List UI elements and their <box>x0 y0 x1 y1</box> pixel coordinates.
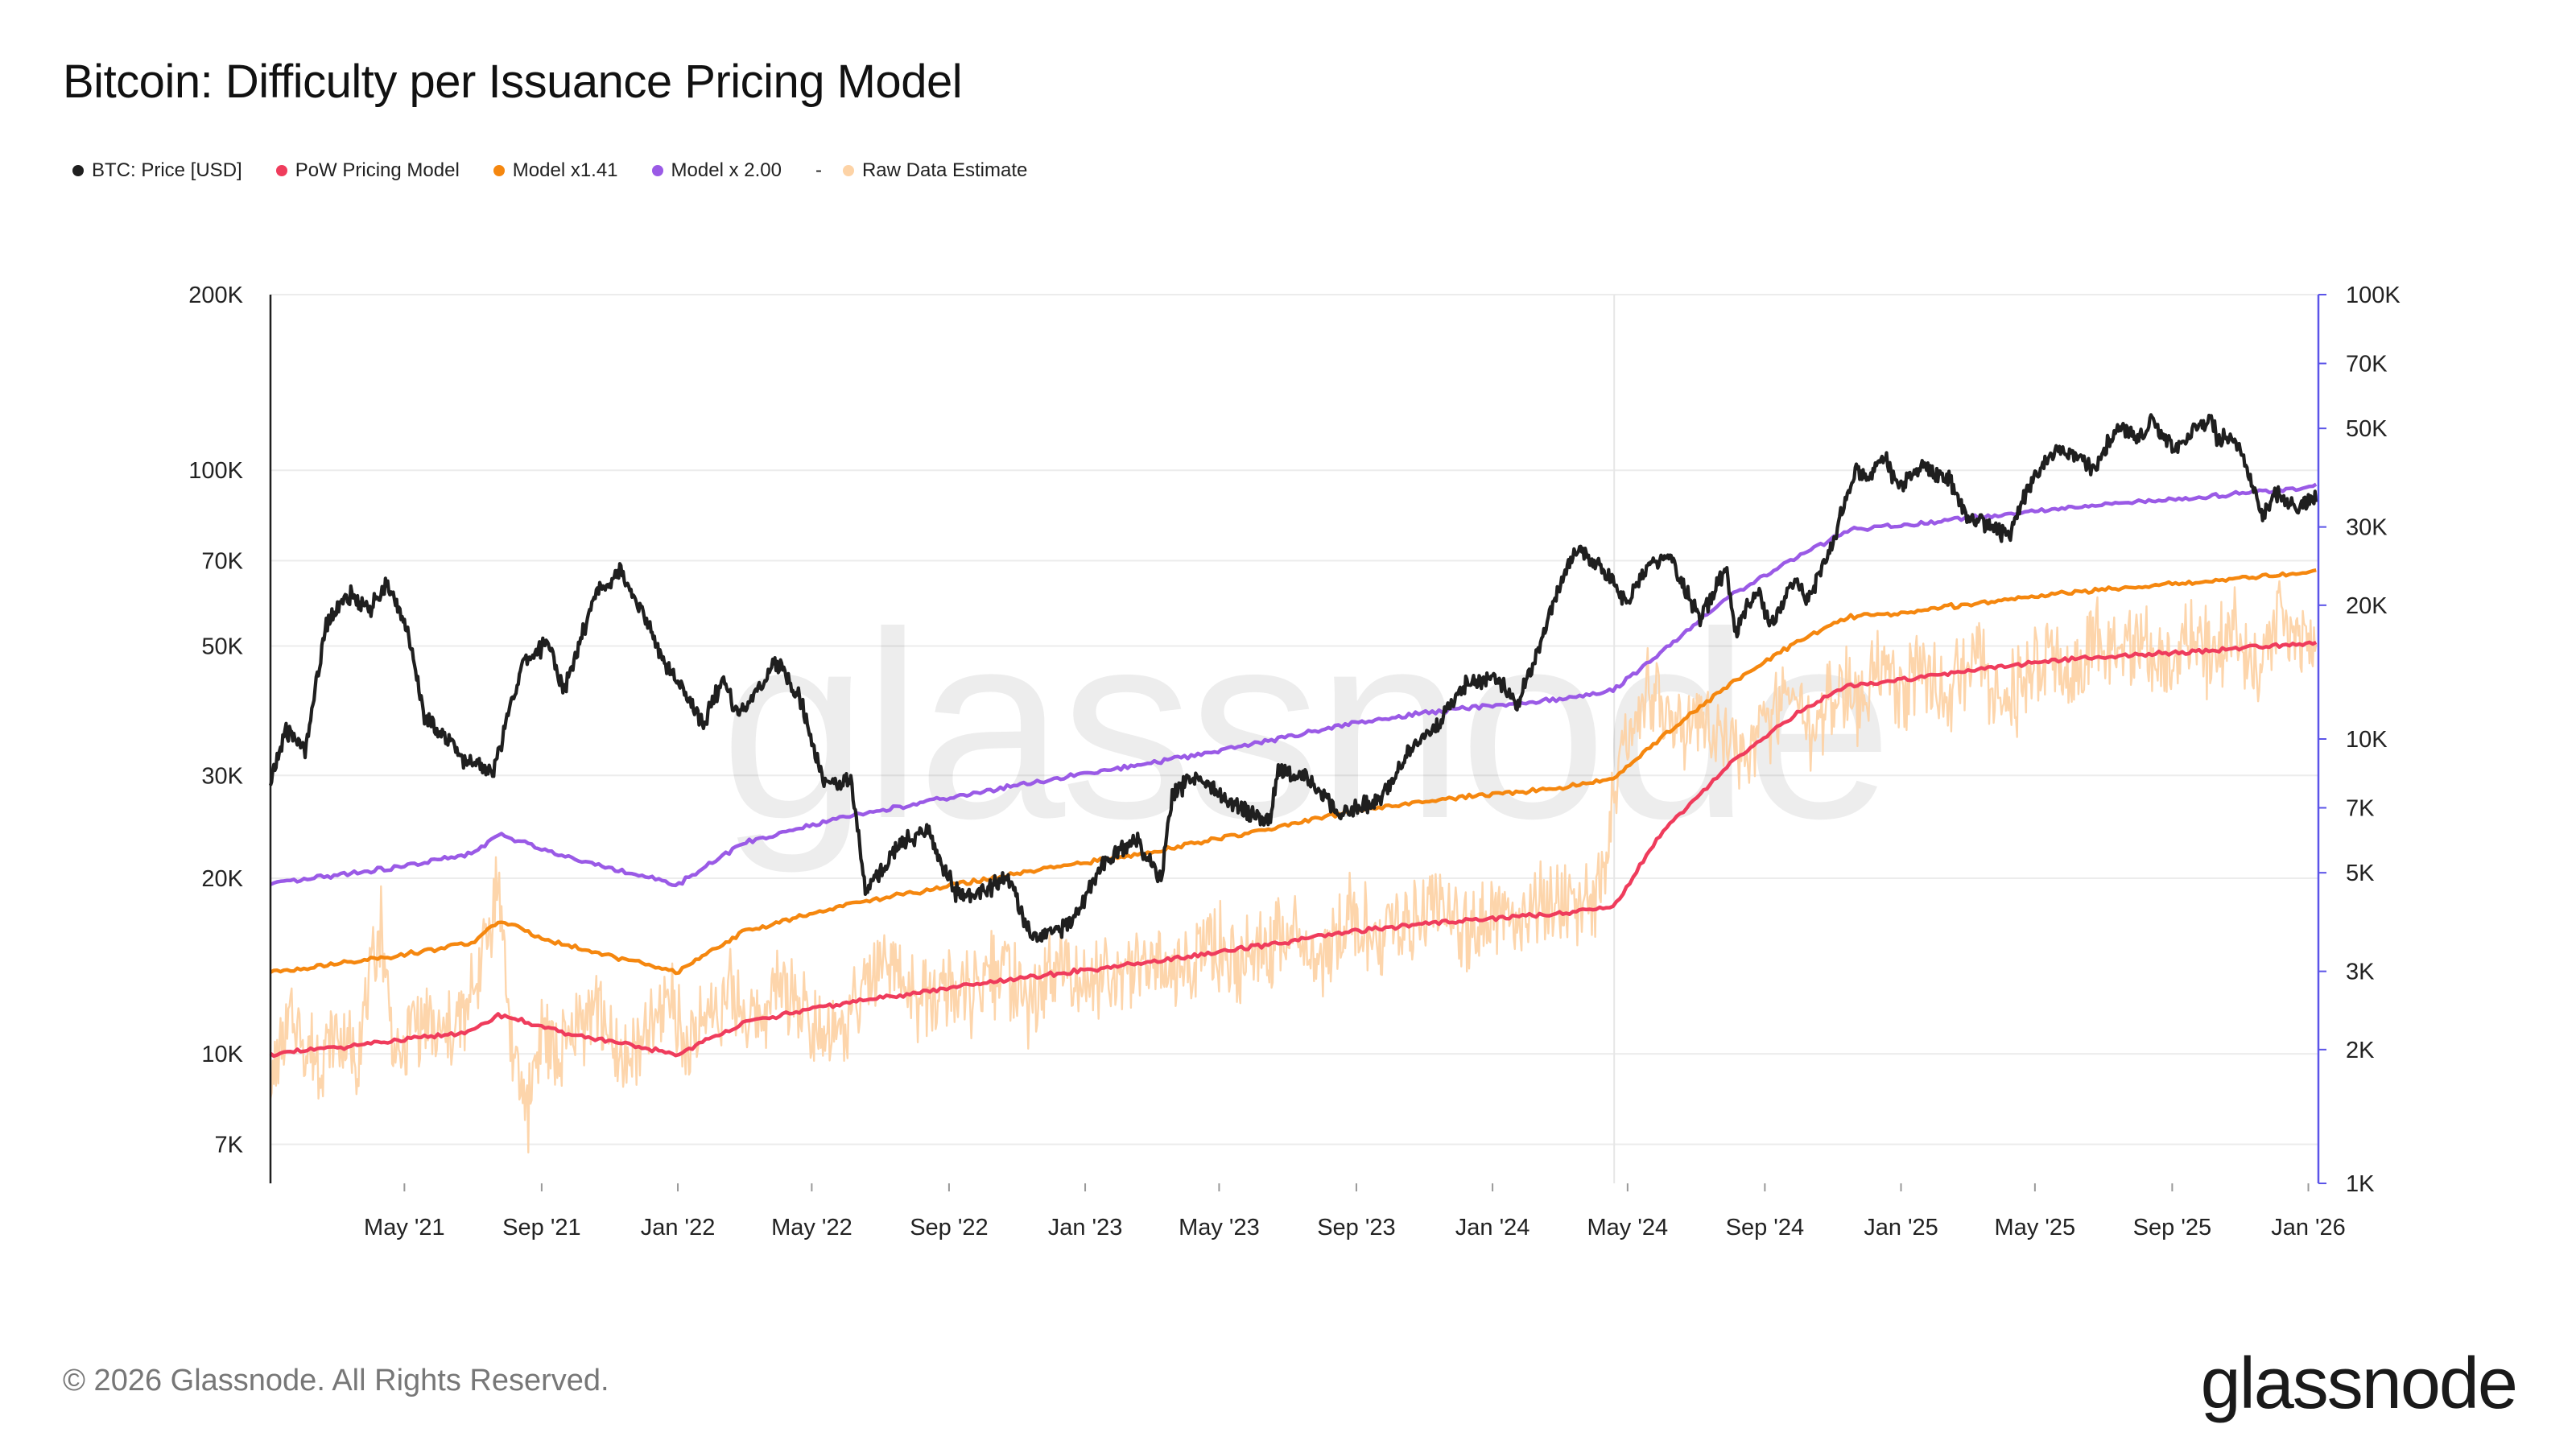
legend-separator: - <box>815 159 822 181</box>
x-axis-ticks: May '21 Sep '21 Jan '22 May '22 Sep '22 Jan '… <box>364 1183 2346 1241</box>
y-right-tick-label: 2K <box>2346 1038 2375 1063</box>
legend-label: PoW Pricing Model <box>295 159 460 181</box>
x-tick-label: May '24 <box>1587 1215 1669 1241</box>
legend-swatch <box>493 165 505 176</box>
y-left-tick-label: 7K <box>215 1132 244 1158</box>
legend-item-raw-estimate[interactable]: Raw Data Estimate <box>842 159 1028 182</box>
y-axis-right-ticks: 1K 2K 3K 5K 7K 10K 20K 30K 50K 70K 100K <box>2318 283 2401 1197</box>
y-right-tick-label: 1K <box>2346 1171 2375 1197</box>
copyright-footer: © 2026 Glassnode. All Rights Reserved. <box>63 1364 609 1397</box>
y-left-tick-label: 200K <box>188 283 243 308</box>
x-tick-label: Jan '24 <box>1455 1215 1530 1241</box>
series-model-141 <box>269 568 2317 976</box>
x-tick-label: Jan '23 <box>1048 1215 1123 1241</box>
legend-item-model-141[interactable]: Model x1.41 <box>493 159 618 182</box>
legend-label: Model x1.41 <box>512 159 618 181</box>
chart-title: Bitcoin: Difficulty per Issuance Pricing… <box>63 56 963 108</box>
x-tick-label: May '23 <box>1179 1215 1260 1241</box>
legend-swatch <box>72 165 84 176</box>
x-tick-label: May '21 <box>364 1215 445 1241</box>
y-right-tick-label: 50K <box>2346 416 2388 442</box>
x-tick-label: Sep '22 <box>910 1215 988 1241</box>
series-model-200 <box>270 482 2318 888</box>
x-tick-label: Sep '24 <box>1726 1215 1804 1241</box>
legend-item-btc-price[interactable]: BTC: Price [USD] <box>72 159 242 182</box>
y-left-tick-label: 10K <box>201 1042 243 1067</box>
y-right-tick-label: 3K <box>2346 960 2375 985</box>
legend-item-pow-model[interactable]: PoW Pricing Model <box>275 159 460 182</box>
legend-swatch <box>842 165 854 176</box>
series-pow-pricing-model <box>269 640 2318 1059</box>
legend-swatch <box>275 165 287 176</box>
x-tick-label: Sep '21 <box>502 1215 580 1241</box>
x-tick-label: Sep '23 <box>1317 1215 1395 1241</box>
y-axis-left-ticks: 7K 10K 20K 30K 50K 70K 100K 200K <box>188 283 243 1158</box>
y-right-tick-label: 7K <box>2346 796 2375 822</box>
y-left-tick-label: 100K <box>188 458 243 484</box>
legend: BTC: Price [USD] PoW Pricing Model Model… <box>72 159 1061 182</box>
series-layer <box>268 413 2318 1154</box>
series-raw-data-estimate <box>269 580 2318 1154</box>
legend-label: Raw Data Estimate <box>861 159 1028 181</box>
y-left-tick-label: 20K <box>201 866 243 892</box>
y-left-tick-label: 30K <box>201 763 243 789</box>
x-tick-label: Jan '26 <box>2271 1215 2346 1241</box>
series-btc-price <box>268 413 2318 943</box>
y-right-tick-label: 20K <box>2346 593 2388 619</box>
y-right-tick-label: 70K <box>2346 352 2388 378</box>
y-right-tick-label: 5K <box>2346 861 2375 886</box>
x-tick-label: May '22 <box>771 1215 852 1241</box>
y-right-tick-label: 30K <box>2346 515 2388 541</box>
x-tick-label: Sep '25 <box>2133 1215 2211 1241</box>
legend-swatch <box>651 165 663 176</box>
x-tick-label: Jan '22 <box>641 1215 716 1241</box>
y-left-tick-label: 70K <box>201 549 243 575</box>
y-right-tick-label: 10K <box>2346 727 2388 753</box>
legend-label: BTC: Price [USD] <box>92 159 242 181</box>
x-tick-label: May '25 <box>1995 1215 2076 1241</box>
legend-label: Model x 2.00 <box>671 159 782 181</box>
y-left-tick-label: 50K <box>201 634 243 659</box>
legend-item-model-200[interactable]: Model x 2.00 <box>651 159 782 182</box>
brand-logo[interactable]: glassnode <box>2200 1344 2518 1424</box>
y-right-tick-label: 100K <box>2346 283 2401 308</box>
x-tick-label: Jan '25 <box>1864 1215 1938 1241</box>
